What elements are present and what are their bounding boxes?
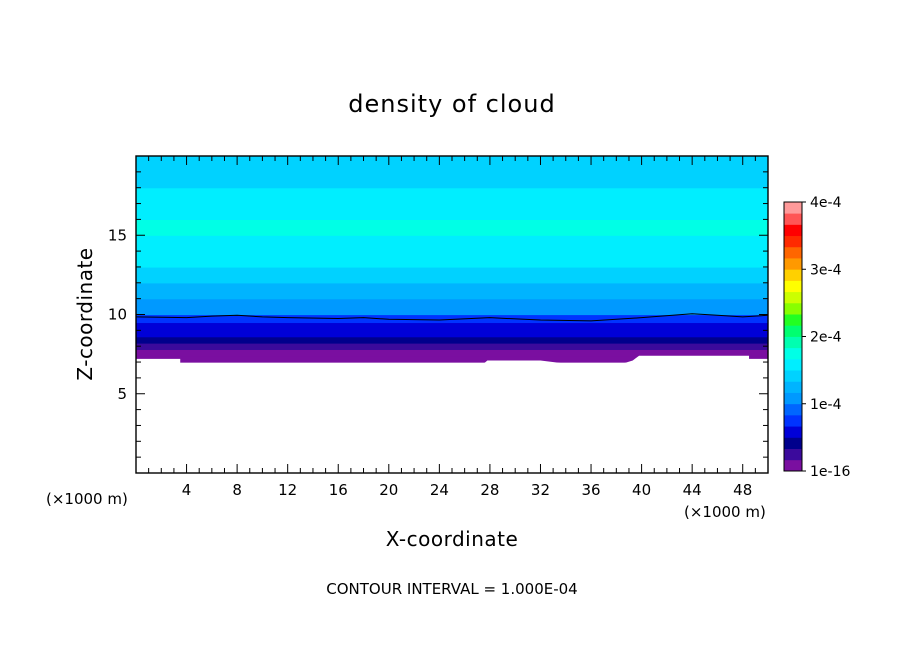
z-tick-label: 15 — [108, 226, 127, 244]
x-tick-label: 4 — [182, 481, 192, 499]
colorbar-swatch — [784, 291, 802, 304]
x-tick-label: 48 — [733, 481, 752, 499]
colorbar-swatch — [784, 269, 802, 281]
density-band — [136, 156, 768, 173]
density-band — [136, 274, 768, 284]
density-band — [136, 355, 768, 363]
colorbar-swatch — [784, 437, 802, 449]
density-band — [136, 336, 768, 344]
density-band — [136, 343, 768, 350]
colorbar-swatch — [784, 336, 802, 349]
density-band — [136, 203, 768, 220]
colorbar-swatch — [784, 459, 802, 472]
colorbar-ticks: 4e-4 3e-4 2e-4 1e-4 1e-16 — [802, 195, 850, 480]
z-axis-ticks: 5 10 15 — [108, 171, 768, 458]
x-axis-label: X-coordinate — [386, 527, 519, 551]
colorbar-tick-label: 3e-4 — [810, 262, 842, 278]
density-field — [136, 156, 768, 363]
colorbar-swatch — [784, 235, 802, 248]
contour-interval-note: CONTOUR INTERVAL = 1.000E-04 — [326, 580, 577, 598]
colorbar-swatch — [784, 325, 802, 337]
x-tick-label: 32 — [531, 481, 550, 499]
x-tick-label: 44 — [683, 481, 702, 499]
density-band — [136, 306, 768, 316]
density-band — [136, 322, 768, 331]
colorbar-swatch — [784, 224, 802, 237]
colorbar-tick-label: 1e-4 — [810, 397, 842, 413]
colorbar-swatch — [784, 280, 802, 293]
x-tick-label: 8 — [232, 481, 242, 499]
colorbar-swatches — [784, 202, 802, 472]
x-unit-right: (×1000 m) — [684, 503, 766, 521]
x-tick-label: 24 — [430, 481, 449, 499]
chart-title: density of cloud — [348, 90, 555, 118]
contour-line-1e-4 — [136, 313, 768, 322]
x-tick-label: 12 — [278, 481, 297, 499]
colorbar: 4e-4 3e-4 2e-4 1e-4 1e-16 — [783, 195, 850, 480]
colorbar-swatch — [784, 347, 802, 360]
colorbar-swatch — [784, 381, 802, 393]
density-band — [136, 235, 768, 252]
density-band — [136, 349, 768, 357]
colorbar-tick-label: 1e-16 — [810, 464, 850, 480]
density-band — [136, 219, 768, 236]
colorbar-swatch — [784, 426, 802, 438]
density-band — [136, 187, 768, 205]
z-tick-label: 5 — [117, 385, 127, 403]
colorbar-swatch — [784, 414, 802, 427]
colorbar-swatch — [784, 358, 802, 371]
density-band — [136, 251, 768, 268]
colorbar-swatch — [784, 392, 802, 405]
density-band — [136, 282, 768, 292]
z-axis-label: Z-coordinate — [73, 247, 97, 380]
x-tick-label: 28 — [480, 481, 499, 499]
colorbar-swatch — [784, 258, 802, 270]
x-tick-label: 36 — [581, 481, 600, 499]
colorbar-tick-label: 4e-4 — [810, 195, 842, 211]
colorbar-swatch — [784, 202, 802, 214]
colorbar-swatch — [784, 370, 802, 382]
x-tick-label: 20 — [379, 481, 398, 499]
density-band — [136, 314, 768, 324]
colorbar-swatch — [784, 448, 802, 461]
colorbar-swatch — [784, 213, 802, 225]
colorbar-tick-label: 2e-4 — [810, 330, 842, 346]
density-band — [136, 330, 768, 338]
x-unit-left: (×1000 m) — [46, 490, 128, 508]
x-tick-label: 16 — [329, 481, 348, 499]
x-tick-label: 40 — [632, 481, 651, 499]
colorbar-swatch — [784, 314, 802, 326]
colorbar-swatch — [784, 302, 802, 315]
density-band — [136, 266, 768, 276]
cloud-base-mask — [136, 355, 768, 473]
density-band — [136, 290, 768, 300]
x-axis-ticks: 4 8 12 16 20 24 28 32 36 40 44 48 — [148, 156, 756, 499]
colorbar-swatch — [784, 246, 802, 259]
density-band — [136, 298, 768, 308]
colorbar-swatch — [784, 403, 802, 416]
z-tick-label: 10 — [108, 306, 127, 324]
density-band — [136, 171, 768, 189]
